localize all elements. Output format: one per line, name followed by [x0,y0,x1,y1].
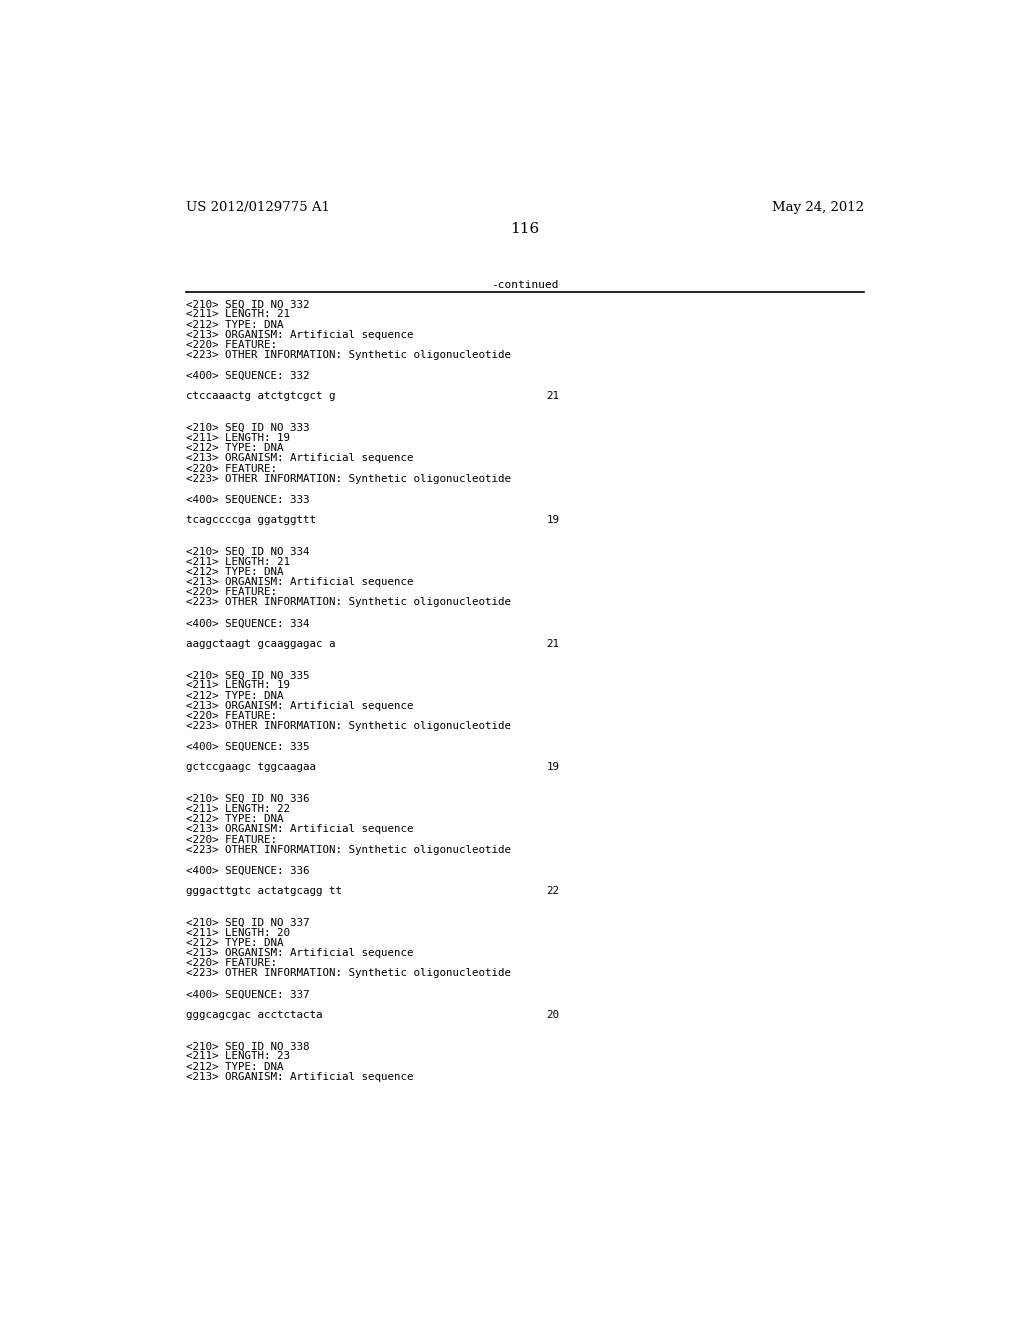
Text: <211> LENGTH: 19: <211> LENGTH: 19 [186,681,290,690]
Text: <220> FEATURE:: <220> FEATURE: [186,463,278,474]
Text: <213> ORGANISM: Artificial sequence: <213> ORGANISM: Artificial sequence [186,948,414,958]
Text: <211> LENGTH: 19: <211> LENGTH: 19 [186,433,290,444]
Text: <212> TYPE: DNA: <212> TYPE: DNA [186,568,284,577]
Text: <210> SEQ ID NO 337: <210> SEQ ID NO 337 [186,917,309,928]
Text: ctccaaactg atctgtcgct g: ctccaaactg atctgtcgct g [186,391,336,401]
Text: 19: 19 [547,515,559,525]
Text: 116: 116 [510,222,540,236]
Text: gggacttgtc actatgcagg tt: gggacttgtc actatgcagg tt [186,886,342,896]
Text: 21: 21 [547,391,559,401]
Text: <220> FEATURE:: <220> FEATURE: [186,834,278,845]
Text: <223> OTHER INFORMATION: Synthetic oligonucleotide: <223> OTHER INFORMATION: Synthetic oligo… [186,969,511,978]
Text: <212> TYPE: DNA: <212> TYPE: DNA [186,814,284,824]
Text: <210> SEQ ID NO 336: <210> SEQ ID NO 336 [186,793,309,804]
Text: <220> FEATURE:: <220> FEATURE: [186,711,278,721]
Text: <400> SEQUENCE: 335: <400> SEQUENCE: 335 [186,742,309,752]
Text: <223> OTHER INFORMATION: Synthetic oligonucleotide: <223> OTHER INFORMATION: Synthetic oligo… [186,721,511,731]
Text: <212> TYPE: DNA: <212> TYPE: DNA [186,319,284,330]
Text: tcagccccga ggatggttt: tcagccccga ggatggttt [186,515,316,525]
Text: <400> SEQUENCE: 337: <400> SEQUENCE: 337 [186,990,309,999]
Text: <400> SEQUENCE: 336: <400> SEQUENCE: 336 [186,866,309,875]
Text: <220> FEATURE:: <220> FEATURE: [186,587,278,597]
Text: <211> LENGTH: 22: <211> LENGTH: 22 [186,804,290,814]
Text: <213> ORGANISM: Artificial sequence: <213> ORGANISM: Artificial sequence [186,454,414,463]
Text: <210> SEQ ID NO 338: <210> SEQ ID NO 338 [186,1041,309,1051]
Text: <211> LENGTH: 20: <211> LENGTH: 20 [186,928,290,937]
Text: <223> OTHER INFORMATION: Synthetic oligonucleotide: <223> OTHER INFORMATION: Synthetic oligo… [186,474,511,484]
Text: <220> FEATURE:: <220> FEATURE: [186,341,278,350]
Text: <223> OTHER INFORMATION: Synthetic oligonucleotide: <223> OTHER INFORMATION: Synthetic oligo… [186,350,511,360]
Text: <210> SEQ ID NO 335: <210> SEQ ID NO 335 [186,671,309,680]
Text: <211> LENGTH: 21: <211> LENGTH: 21 [186,557,290,566]
Text: <210> SEQ ID NO 332: <210> SEQ ID NO 332 [186,300,309,309]
Text: <223> OTHER INFORMATION: Synthetic oligonucleotide: <223> OTHER INFORMATION: Synthetic oligo… [186,598,511,607]
Text: May 24, 2012: May 24, 2012 [772,201,864,214]
Text: <400> SEQUENCE: 334: <400> SEQUENCE: 334 [186,618,309,628]
Text: <211> LENGTH: 21: <211> LENGTH: 21 [186,309,290,319]
Text: <400> SEQUENCE: 333: <400> SEQUENCE: 333 [186,495,309,504]
Text: <210> SEQ ID NO 334: <210> SEQ ID NO 334 [186,546,309,557]
Text: <212> TYPE: DNA: <212> TYPE: DNA [186,1061,284,1072]
Text: <211> LENGTH: 23: <211> LENGTH: 23 [186,1052,290,1061]
Text: US 2012/0129775 A1: US 2012/0129775 A1 [186,201,330,214]
Text: -continued: -continued [492,280,558,290]
Text: <223> OTHER INFORMATION: Synthetic oligonucleotide: <223> OTHER INFORMATION: Synthetic oligo… [186,845,511,855]
Text: <400> SEQUENCE: 332: <400> SEQUENCE: 332 [186,371,309,381]
Text: <212> TYPE: DNA: <212> TYPE: DNA [186,939,284,948]
Text: <213> ORGANISM: Artificial sequence: <213> ORGANISM: Artificial sequence [186,825,414,834]
Text: <220> FEATURE:: <220> FEATURE: [186,958,278,969]
Text: 20: 20 [547,1010,559,1019]
Text: <213> ORGANISM: Artificial sequence: <213> ORGANISM: Artificial sequence [186,330,414,339]
Text: gctccgaagc tggcaagaa: gctccgaagc tggcaagaa [186,762,316,772]
Text: 19: 19 [547,762,559,772]
Text: <212> TYPE: DNA: <212> TYPE: DNA [186,444,284,453]
Text: <213> ORGANISM: Artificial sequence: <213> ORGANISM: Artificial sequence [186,701,414,710]
Text: <213> ORGANISM: Artificial sequence: <213> ORGANISM: Artificial sequence [186,577,414,587]
Text: 22: 22 [547,886,559,896]
Text: gggcagcgac acctctacta: gggcagcgac acctctacta [186,1010,323,1019]
Text: <212> TYPE: DNA: <212> TYPE: DNA [186,690,284,701]
Text: aaggctaagt gcaaggagac a: aaggctaagt gcaaggagac a [186,639,336,648]
Text: <210> SEQ ID NO 333: <210> SEQ ID NO 333 [186,422,309,433]
Text: 21: 21 [547,639,559,648]
Text: <213> ORGANISM: Artificial sequence: <213> ORGANISM: Artificial sequence [186,1072,414,1082]
